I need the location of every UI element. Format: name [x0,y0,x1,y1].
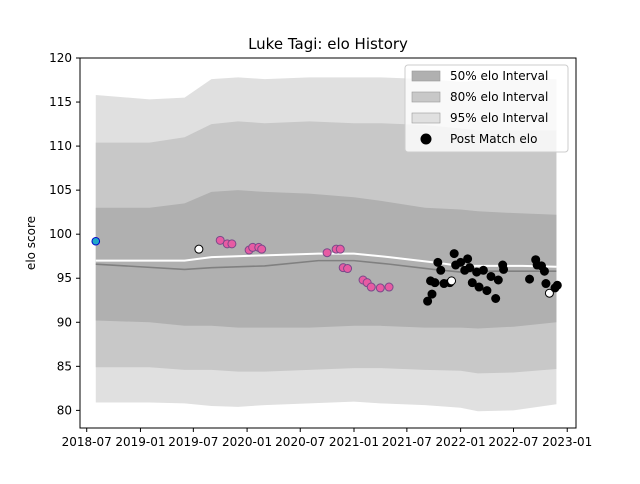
data-point-13 [343,264,353,274]
data-point-50 [544,288,554,298]
data-point-48 [539,266,549,276]
data-point-28 [449,249,459,259]
data-point-4 [227,239,237,249]
data-point-39 [486,271,496,281]
data-point-30 [456,257,466,267]
y-tick-label-3: 95 [57,271,72,285]
data-point-11 [335,244,345,254]
band-50-elo-interval [95,190,557,329]
legend-frame [404,64,569,153]
legend-items: 50% elo Interval 80% elo Interval 95% elo … [411,69,548,146]
data-point-27 [447,276,457,286]
x-tick-label-1: 2019-01 [115,435,165,449]
data-point-43 [499,264,509,274]
data-point-0 [91,236,101,246]
data-point-18 [384,282,394,292]
plot-frame [79,57,577,429]
y-tick-label-5: 105 [49,183,72,197]
data-point-19 [423,296,433,306]
legend-label-0: 50% elo Interval [450,69,548,83]
legend-swatch-1 [411,91,441,103]
x-tick-label-8: 2022-07 [488,435,538,449]
x-tick-label-7: 2022-01 [436,435,486,449]
x-tick-label-5: 2021-01 [329,435,379,449]
data-point-40 [491,294,501,303]
y-tick-label-1: 85 [57,359,72,373]
data-point-44 [525,274,535,284]
data-point-9 [322,248,332,258]
post-match-points [91,235,562,306]
x-axis: 2018-07 2019-01 2019-07 2020-01 2020-07 2021-… [62,428,592,449]
y-axis-label: elo score [24,216,38,270]
data-point-22 [430,278,440,288]
x-tick-label-3: 2020-01 [222,435,272,449]
y-tick-label-2: 90 [57,315,72,329]
x-tick-label-6: 2021-07 [382,435,432,449]
data-point-1 [194,244,204,254]
y-tick-label-8: 120 [49,51,72,65]
data-point-36 [474,282,484,292]
legend-label-2: 95% elo Interval [450,111,548,125]
data-point-38 [482,286,492,296]
data-point-2 [215,235,225,245]
data-point-17 [375,283,385,293]
data-point-34 [467,278,477,288]
legend-label-3: Post Match elo [450,132,537,146]
x-tick-label-2: 2019-07 [168,435,218,449]
data-point-32 [463,254,473,264]
legend-swatch-0 [411,70,441,82]
data-point-41 [493,275,503,285]
data-point-24 [436,265,446,275]
y-tick-label-4: 100 [49,227,72,241]
data-point-20 [427,289,437,299]
data-point-52 [552,280,562,290]
legend-marker-3 [420,133,432,145]
y-axis: 80 85 90 95 100 105 110 115 120 [49,51,80,417]
x-tick-label-4: 2020-07 [275,435,325,449]
legend-swatch-2 [411,112,441,124]
chart-title: Luke Tagi: elo History [248,35,408,53]
y-tick-label-7: 115 [49,95,72,109]
data-point-49 [541,279,551,289]
data-point-23 [433,257,443,267]
data-point-16 [366,282,376,292]
y-tick-label-6: 110 [49,139,72,153]
data-point-37 [478,265,488,275]
legend: 50% elo Interval 80% elo Interval 95% elo … [404,64,569,153]
data-point-8 [257,244,267,254]
data-point-33 [465,263,475,273]
x-tick-label-9: 2023-01 [542,435,592,449]
legend-label-1: 80% elo Interval [450,90,548,104]
y-tick-label-0: 80 [57,403,72,417]
interval-bands [95,77,557,412]
x-tick-label-0: 2018-07 [62,435,112,449]
